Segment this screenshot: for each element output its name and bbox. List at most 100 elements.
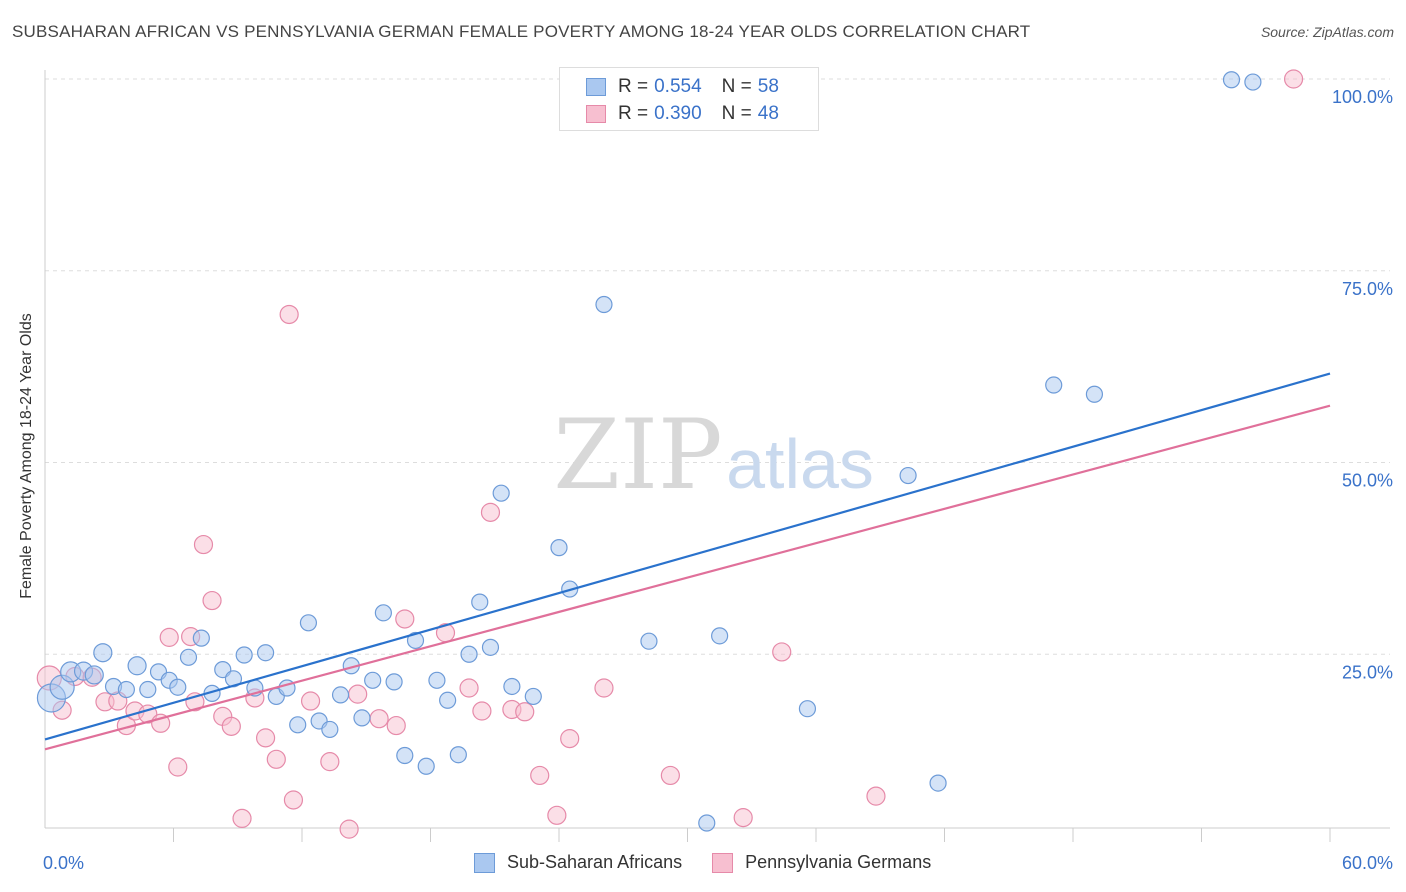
legend-item-sub-saharan[interactable]: Sub-Saharan Africans [474,852,682,873]
trend-lines [44,372,1331,751]
data-point-pennsylvania-german [866,786,886,806]
data-point-sub-saharan [289,716,307,734]
x-tick-label-min: 0.0% [43,853,84,873]
data-point-sub-saharan [503,677,521,696]
x-tick-label-max: 60.0% [1342,853,1393,873]
n-value: 58 [757,76,779,97]
data-point-sub-saharan [353,709,371,727]
data-point-pennsylvania-german [255,728,276,748]
series-sub-saharan-africans [36,71,1262,832]
data-point-pennsylvania-german [279,304,299,325]
data-point-sub-saharan [460,645,478,663]
legend-label-sub-saharan: Sub-Saharan Africans [507,852,683,872]
data-point-pennsylvania-german [480,502,501,522]
data-point-pennsylvania-german [594,678,614,698]
data-point-sub-saharan [1222,71,1241,89]
series-legend: Sub-Saharan Africans Pennsylvania German… [474,852,961,873]
data-point-sub-saharan [798,700,817,718]
data-point-sub-saharan [256,644,275,662]
data-point-sub-saharan [711,627,729,645]
legend-item-pennsylvania[interactable]: Pennsylvania Germans [712,852,931,873]
source-label: Source: ZipAtlas.com [1260,24,1394,40]
data-point-sub-saharan [179,648,198,666]
legend-swatch-pink [586,105,606,123]
data-point-sub-saharan [439,691,457,709]
r-value: 0.390 [654,103,702,124]
data-point-pennsylvania-german [266,749,286,769]
data-point-sub-saharan [1045,376,1063,394]
r-value: 0.554 [654,76,702,97]
data-point-pennsylvania-german [348,684,368,704]
data-point-pennsylvania-german [320,752,340,772]
data-point-pennsylvania-german [232,808,252,828]
data-point-pennsylvania-german [202,590,222,611]
data-point-sub-saharan [396,746,414,765]
data-point-sub-saharan [235,646,253,664]
legend-swatch-blue [586,78,606,96]
data-point-pennsylvania-german [159,627,179,647]
data-point-sub-saharan [471,593,489,611]
x-tick-labels: 0.0% 60.0% [43,853,1393,873]
data-point-sub-saharan [1085,385,1104,403]
legend-row-pink: R = 0.390 N = 48 [586,103,779,125]
data-point-pennsylvania-german [733,808,753,828]
data-point-sub-saharan [929,774,947,792]
data-point-pennsylvania-german [459,678,479,698]
legend-row-blue: R = 0.554 N = 58 [586,76,779,98]
n-value: 48 [757,103,779,124]
data-point-pennsylvania-german [515,702,535,722]
data-point-sub-saharan [364,671,382,689]
data-point-sub-saharan [299,614,318,632]
data-point-sub-saharan [84,665,104,685]
trend-line-sub-saharan-africans [44,372,1331,741]
gridlines [45,78,1390,655]
chart-title: SUBSAHARAN AFRICAN VS PENNSYLVANIA GERMA… [12,22,1031,41]
data-point-pennsylvania-german [339,819,359,839]
data-point-sub-saharan [406,631,425,650]
data-point-sub-saharan [127,656,147,676]
correlation-legend: R = 0.554 N = 58 R = 0.390 N = 48 [559,67,819,131]
y-tick-label: 100.0% [1332,87,1393,107]
r-label: R = [618,76,649,97]
data-point-pennsylvania-german [193,534,214,555]
data-point-pennsylvania-german [560,729,580,749]
legend-swatch-pink [712,852,734,873]
data-point-pennsylvania-german [547,805,567,825]
data-point-sub-saharan [139,680,157,699]
y-tick-label: 50.0% [1342,471,1393,491]
data-point-sub-saharan [492,484,510,502]
data-point-pennsylvania-german [386,715,406,736]
trend-line-pennsylvania-germans [44,404,1331,751]
data-point-pennsylvania-german [395,609,415,629]
n-label: N = [721,76,752,97]
data-point-sub-saharan [321,720,339,739]
data-point-pennsylvania-german [530,765,550,786]
data-point-pennsylvania-german [660,765,680,786]
data-point-pennsylvania-german [168,757,188,777]
watermark-atlas: atlas [726,425,874,503]
data-point-sub-saharan [192,629,210,647]
y-tick-labels: 25.0% 50.0% 75.0% 100.0% [1332,87,1393,682]
data-point-sub-saharan [428,671,446,689]
data-point-sub-saharan [595,295,613,314]
data-point-pennsylvania-german [472,701,492,721]
watermark-zip: ZIP [553,399,722,511]
data-point-sub-saharan [524,687,542,706]
r-label: R = [618,103,649,124]
data-point-sub-saharan [698,814,716,832]
data-point-sub-saharan [449,746,467,764]
data-point-sub-saharan [331,686,350,704]
data-point-pennsylvania-german [221,716,241,736]
data-point-sub-saharan [169,678,187,696]
data-point-sub-saharan [550,539,568,557]
data-point-sub-saharan [117,680,135,699]
y-axis-label: Female Poverty Among 18-24 Year Olds [18,313,35,599]
data-point-sub-saharan [1244,73,1262,91]
data-point-pennsylvania-german [300,691,321,711]
data-point-pennsylvania-german [369,709,389,729]
data-point-sub-saharan [899,466,917,485]
data-point-sub-saharan [481,638,500,656]
data-point-pennsylvania-german [1283,69,1304,89]
data-point-sub-saharan [417,757,435,775]
